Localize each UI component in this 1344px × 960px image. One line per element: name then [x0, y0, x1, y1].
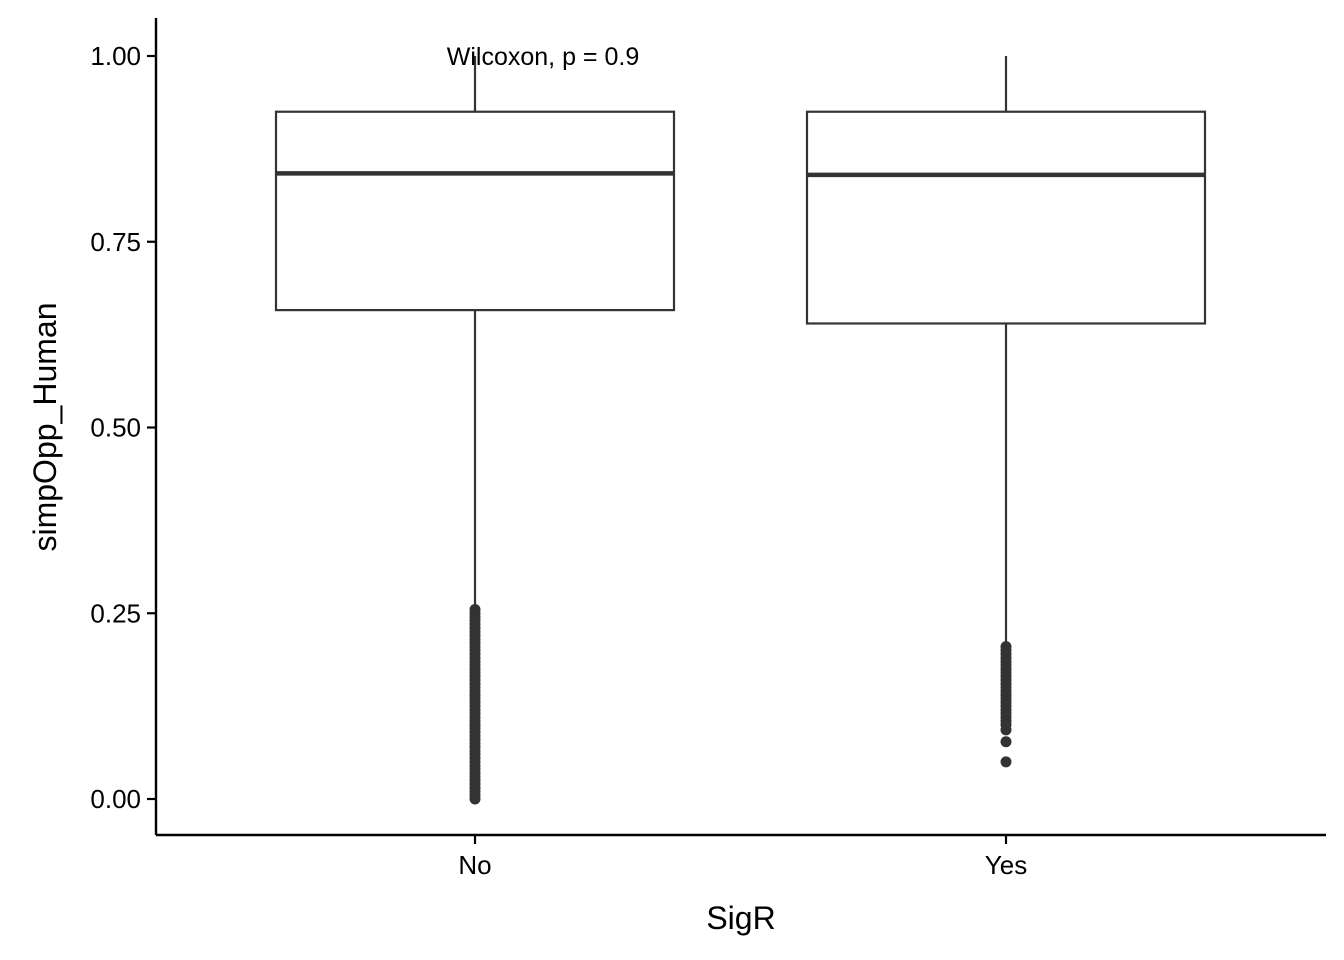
y-tick-label: 0.00 [90, 784, 141, 814]
outlier-point [469, 793, 481, 805]
outlier-point [1000, 756, 1012, 768]
outlier-point [1000, 724, 1012, 736]
y-tick-label: 0.75 [90, 227, 141, 257]
x-tick-label: Yes [985, 850, 1027, 880]
box-no [274, 56, 676, 805]
y-tick-label: 0.25 [90, 598, 141, 628]
x-tick-label: No [458, 850, 491, 880]
axes: 0.00 0.25 0.50 0.75 1.00 No Yes [90, 18, 1326, 880]
iqr-box [274, 110, 676, 312]
box-yes [805, 56, 1207, 768]
y-tick-label: 0.50 [90, 413, 141, 443]
plot-area [274, 56, 1207, 805]
y-axis-title: simpOpp_Human [27, 303, 63, 552]
x-axis-title: SigR [706, 900, 775, 936]
wilcoxon-annotation: Wilcoxon, p = 0.9 [447, 43, 639, 71]
iqr-box [805, 110, 1207, 325]
outlier-point [1000, 736, 1012, 748]
y-tick-label: 1.00 [90, 41, 141, 71]
